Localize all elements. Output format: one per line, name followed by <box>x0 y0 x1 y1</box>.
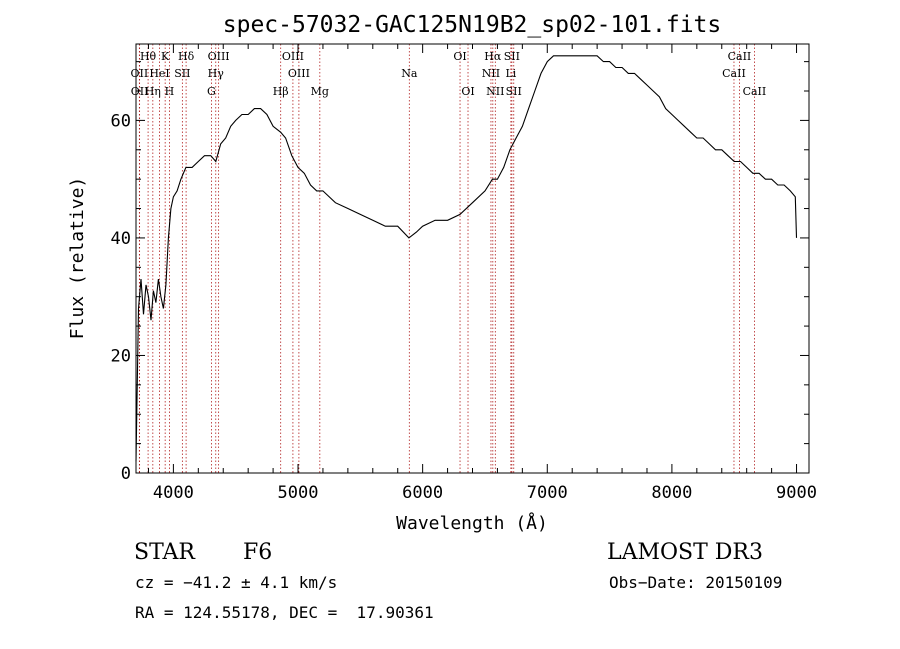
spectral-line-label: Hθ <box>140 50 157 63</box>
survey-name: LAMOST DR3 <box>607 540 763 565</box>
spectral-line-label: OIII <box>208 50 230 63</box>
y-tick-label: 60 <box>111 111 131 131</box>
spectral-line-label: NII <box>482 67 500 80</box>
series-layer <box>135 55 798 462</box>
spectral-line-label: CaII <box>728 50 752 63</box>
spectral-line-label: K <box>161 50 170 63</box>
x-tick-label: 6000 <box>402 483 443 503</box>
spectral-line-label: Hβ <box>273 85 289 98</box>
spectral-line-label: OI <box>453 50 466 63</box>
spectral-line-label: OIII <box>288 67 310 80</box>
spectral-line-label: HeI <box>149 67 169 80</box>
x-axis-label: Wavelength (Å) <box>396 512 548 534</box>
x-tick-label: 9000 <box>776 483 817 503</box>
spectral-line-label: H <box>165 85 175 98</box>
spectral-line-label: Hδ <box>178 50 195 63</box>
spectral-line-label: Hη <box>145 85 161 98</box>
x-tick-label: 5000 <box>278 483 319 503</box>
spectral-line-label: OIII <box>282 50 304 63</box>
spectral-line-label: CaII <box>743 85 767 98</box>
chart-title: spec-57032-GAC125N19B2_sp02-101.fits <box>223 12 722 38</box>
spectral-line-label: Na <box>401 67 418 80</box>
y-axis-label: Flux (relative) <box>67 177 88 340</box>
spectral-line-label: G <box>207 85 216 98</box>
spectral-line-label: SII <box>174 67 190 80</box>
object-subclass: F6 <box>243 540 273 565</box>
coordinates: RA = 124.55178, DEC = 17.90361 <box>135 603 434 622</box>
y-tick-label: 40 <box>111 229 131 249</box>
spectral-line-label: OI <box>461 85 474 98</box>
spectral-line-label: Hα <box>484 50 502 63</box>
spectral-line-label: Mg <box>311 85 329 98</box>
axis-ticks-layer: 4000 5000 6000 7000 8000 9000 0 20 40 60 <box>111 44 817 503</box>
observation-date: Obs−Date: 20150109 <box>609 573 783 592</box>
spectral-lines-layer <box>138 44 755 473</box>
spectral-line-label: CaII <box>722 67 746 80</box>
spectral-line-label: OII <box>131 67 149 80</box>
spectral-line-label: NII <box>486 85 504 98</box>
spectrum-series-line <box>135 55 798 462</box>
spectral-line-label: OII <box>131 85 149 98</box>
plot-frame <box>135 43 810 474</box>
redshift-velocity: cz = −41.2 ± 4.1 km/s <box>135 573 338 592</box>
object-type: STAR <box>134 540 195 565</box>
x-tick-label: 8000 <box>651 483 692 503</box>
spectral-line-label: SII <box>506 85 522 98</box>
spectral-line-label: Hγ <box>208 67 225 80</box>
spectral-line-label: SII <box>504 50 520 63</box>
spectral-line-label: Li <box>505 67 516 80</box>
y-tick-label: 0 <box>121 464 131 484</box>
y-tick-label: 20 <box>111 346 131 366</box>
x-tick-label: 4000 <box>153 483 194 503</box>
x-tick-label: 7000 <box>527 483 568 503</box>
